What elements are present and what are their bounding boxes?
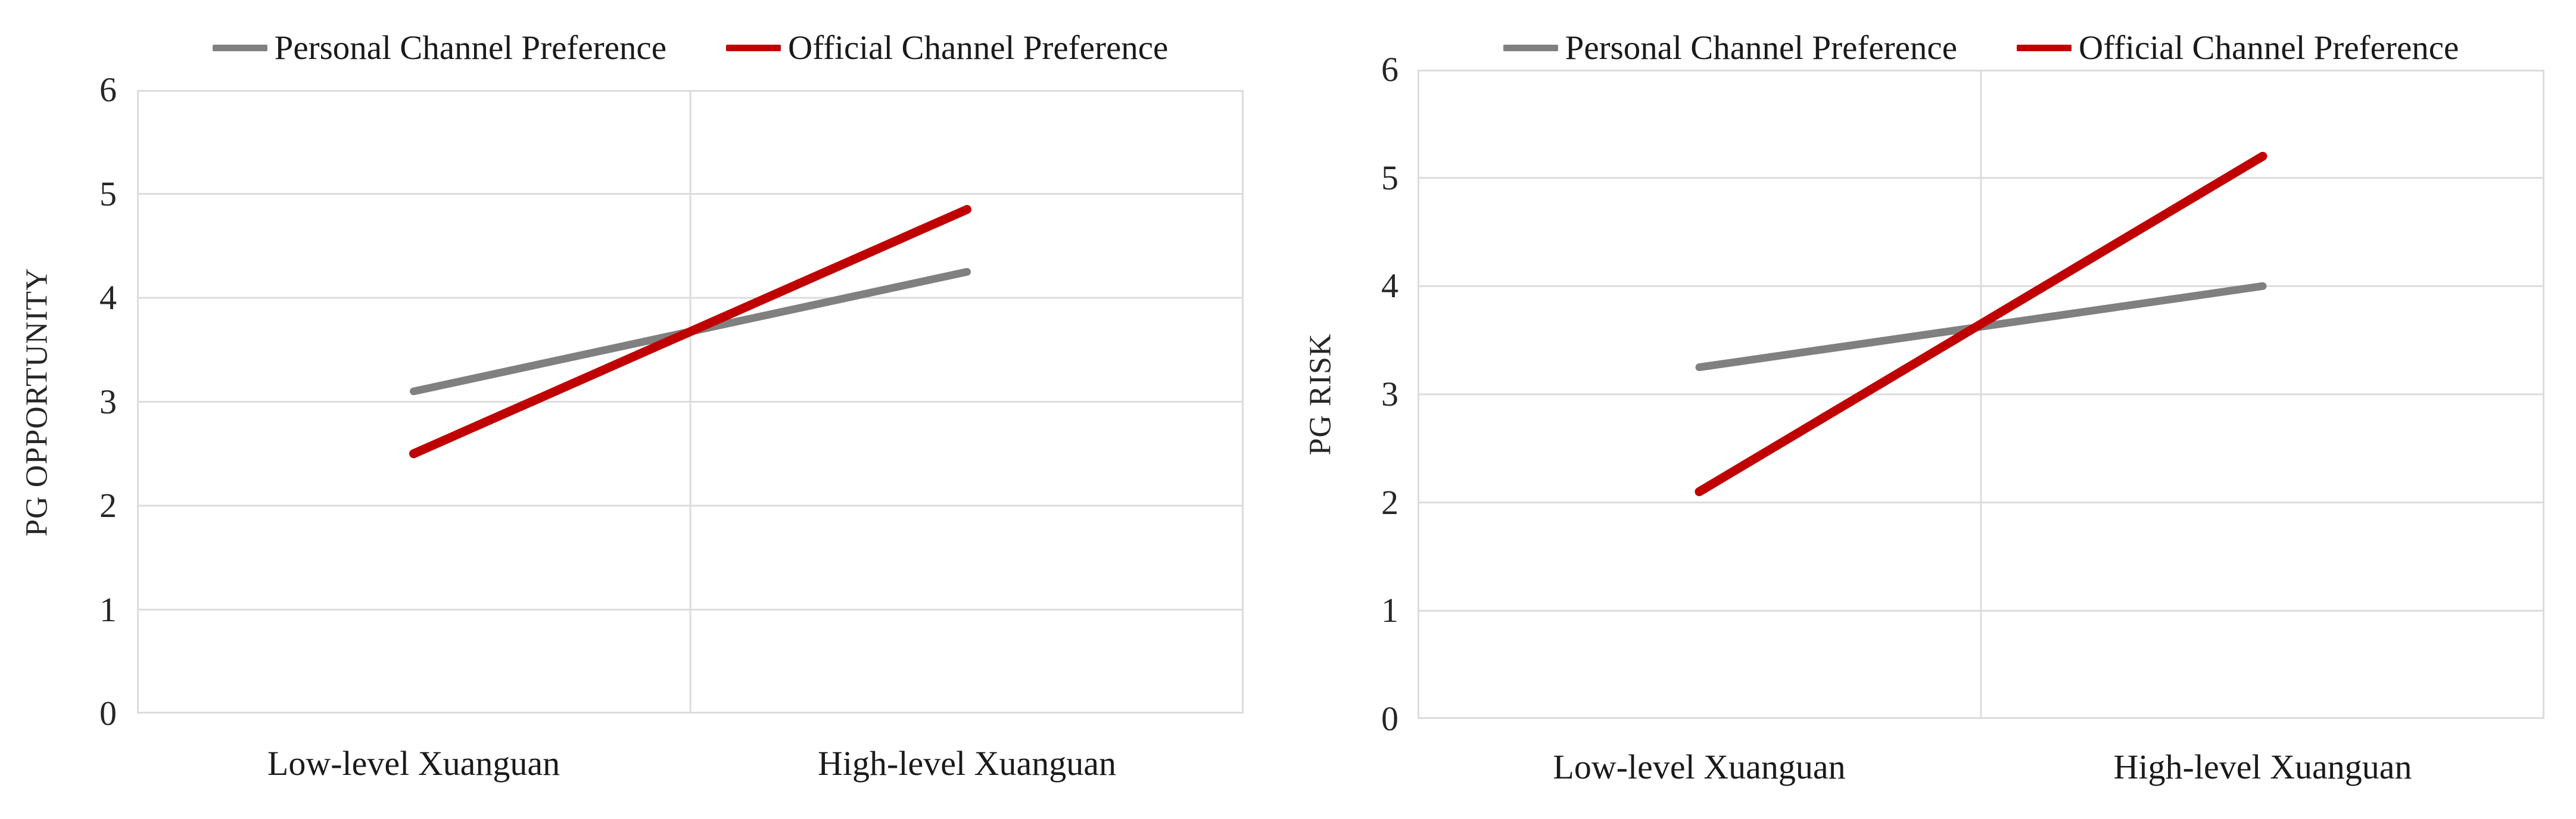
legend-label: Personal Channel Preference — [274, 29, 667, 67]
y-axis-tick-label: 0 — [99, 694, 117, 733]
series-line-official — [409, 205, 971, 459]
legend-line-swatch — [1503, 45, 1558, 51]
series-line-official — [1695, 151, 2267, 496]
chart-pg-risk: Personal Channel Preference Official Chan… — [1288, 0, 2576, 819]
y-axis-tick-label: 6 — [99, 70, 117, 109]
x-axis-category-label: High-level Xuanguan — [818, 744, 1116, 783]
legend-line-swatch — [2017, 45, 2072, 51]
legend-label: Official Channel Preference — [788, 29, 1169, 67]
plot-area — [137, 90, 1244, 714]
y-axis-tick-label: 5 — [99, 174, 117, 213]
y-axis-tick-label: 1 — [99, 590, 117, 629]
x-axis-category-label: Low-level Xuanguan — [1553, 748, 1846, 786]
y-axis-tick-label: 3 — [1381, 375, 1398, 413]
y-axis-tick-label: 4 — [1381, 266, 1398, 306]
legend: Personal Channel Preference Official Chan… — [1418, 29, 2544, 67]
legend-label: Official Channel Preference — [2079, 29, 2459, 67]
legend-item-personal: Personal Channel Preference — [1503, 29, 1957, 67]
legend-line-swatch — [726, 45, 781, 51]
y-axis-tick-label: 2 — [99, 486, 117, 525]
y-axis-tick-label: 2 — [1381, 482, 1398, 522]
y-axis-tick-label: 5 — [1381, 158, 1398, 197]
plot-area — [1418, 70, 2544, 719]
x-axis-category-label: Low-level Xuanguan — [267, 744, 560, 783]
legend-line-swatch — [212, 45, 267, 51]
y-axis-tick-label: 0 — [1381, 699, 1398, 738]
legend-item-official: Official Channel Preference — [2017, 29, 2459, 67]
y-axis-tick-label: 4 — [99, 278, 117, 317]
legend: Personal Channel Preference Official Chan… — [137, 29, 1244, 67]
y-axis-tick-label: 3 — [99, 382, 117, 421]
y-axis-tick-label: 1 — [1381, 591, 1398, 630]
legend-item-personal: Personal Channel Preference — [212, 29, 667, 67]
x-axis-category-label: High-level Xuanguan — [2113, 748, 2412, 786]
legend-label: Personal Channel Preference — [1565, 29, 1958, 67]
y-axis-tick-label: 6 — [1381, 50, 1398, 89]
legend-item-official: Official Channel Preference — [726, 29, 1168, 67]
chart-pg-opportunity: Personal Channel Preference Official Chan… — [20, 29, 1244, 783]
